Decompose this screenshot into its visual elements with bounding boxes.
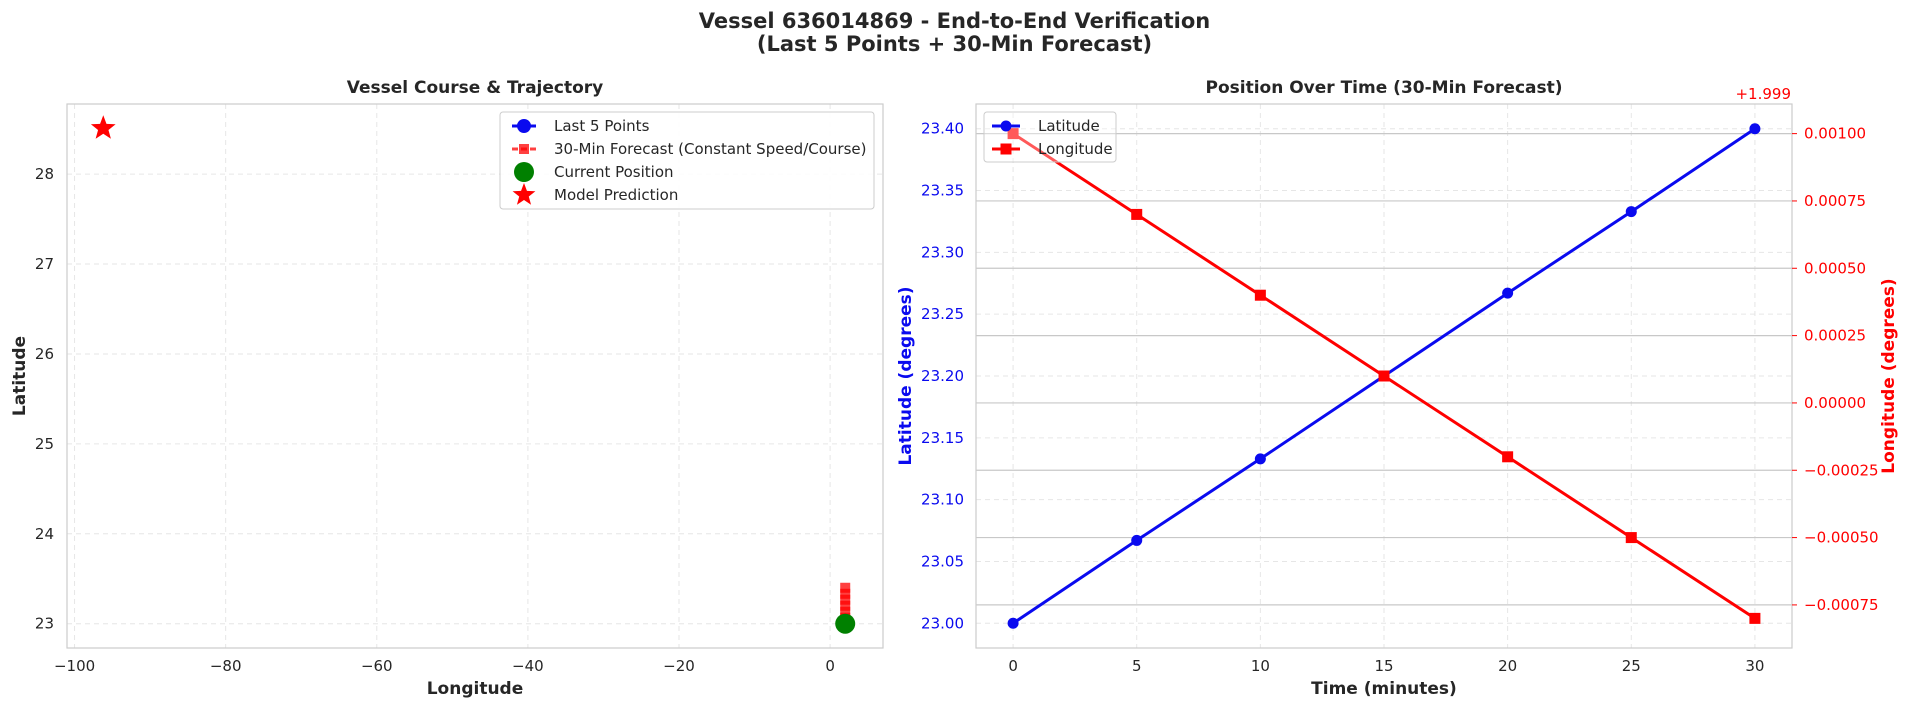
right-x-tick-label: 20 xyxy=(1498,657,1517,675)
forecast-point xyxy=(840,588,851,599)
right-legend-marker-1 xyxy=(1000,143,1012,155)
longitude-point xyxy=(1007,128,1019,140)
right-chart-title: Position Over Time (30-Min Forecast) xyxy=(1205,78,1562,98)
right-y-tick-label: 23.40 xyxy=(921,120,964,138)
right-x-tick-label: 10 xyxy=(1251,657,1270,675)
left-y-axis-label: Latitude xyxy=(10,336,30,416)
latitude-point xyxy=(1502,287,1514,299)
right-y2-tick-label: 0.00100 xyxy=(1804,125,1866,143)
right-y-tick-label: 23.30 xyxy=(921,243,964,261)
legend-label-0: Last 5 Points xyxy=(554,117,650,135)
right-x-tick-label: 0 xyxy=(1008,657,1018,675)
latitude-point xyxy=(1254,453,1266,465)
right-x-axis-label: Time (minutes) xyxy=(1311,679,1457,699)
right-y2-tick-label: −0.00075 xyxy=(1804,596,1879,614)
right-y-tick-label: 23.25 xyxy=(921,305,964,323)
right-x-tick-label: 5 xyxy=(1132,657,1142,675)
model-prediction-point xyxy=(90,115,116,139)
forecast-point xyxy=(840,582,851,593)
longitude-point xyxy=(1502,451,1514,463)
left-y-tick-label: 23 xyxy=(35,615,54,633)
right-y-tick-label: 23.10 xyxy=(921,491,964,509)
right-y2-tick-label: 0.00050 xyxy=(1804,259,1866,277)
legend-label-3: Model Prediction xyxy=(554,186,678,204)
left-plot-frame xyxy=(66,103,884,649)
right-legend-marker-0 xyxy=(1000,120,1012,132)
right-y-tick-label: 23.15 xyxy=(921,429,964,447)
right-y-tick-label: 23.20 xyxy=(921,367,964,385)
right-y-axis-label: Latitude (degrees) xyxy=(896,286,916,465)
legend-label-2: Current Position xyxy=(554,163,674,181)
right-y-tick-label: 23.00 xyxy=(921,614,964,632)
left-y-tick-label: 27 xyxy=(35,255,54,273)
left-x-tick-label: −100 xyxy=(54,657,95,675)
left-y-tick-label: 24 xyxy=(35,525,54,543)
right-legend-label-0: Latitude xyxy=(1038,117,1100,135)
right-y2-tick-label: 0.00000 xyxy=(1804,394,1866,412)
left-x-tick-label: −20 xyxy=(663,657,695,675)
legend-marker-0 xyxy=(517,119,531,133)
longitude-point xyxy=(1749,612,1761,624)
longitude-point xyxy=(1625,532,1637,544)
latitude-point xyxy=(1749,123,1761,135)
right-legend-label-1: Longitude xyxy=(1038,140,1113,158)
right-y-tick-label: 23.05 xyxy=(921,552,964,570)
left-y-tick-label: 26 xyxy=(35,345,54,363)
left-legend-box xyxy=(499,111,875,210)
forecast-point xyxy=(840,600,851,611)
right-y2-tick-label: 0.00025 xyxy=(1804,327,1866,345)
left-x-tick-label: −40 xyxy=(512,657,544,675)
right-x-tick-label: 30 xyxy=(1745,657,1764,675)
latitude-point xyxy=(1625,206,1637,218)
longitude-point xyxy=(1254,289,1266,301)
forecast-point xyxy=(840,594,851,605)
right-y2-tick-label: 0.00075 xyxy=(1804,192,1866,210)
right-y2-tick-label: −0.00025 xyxy=(1804,461,1879,479)
longitude-point xyxy=(1378,370,1390,382)
legend-marker-1 xyxy=(519,144,529,154)
right-y2-offset-label: +1.999 xyxy=(1735,85,1791,103)
left-x-axis-label: Longitude xyxy=(427,679,524,699)
legend-label-1: 30-Min Forecast (Constant Speed/Course) xyxy=(554,140,866,158)
right-y2-tick-label: −0.00050 xyxy=(1804,529,1879,547)
latitude-point xyxy=(1131,534,1143,546)
current-position-point xyxy=(835,613,856,634)
figure-subtitle: (Last 5 Points + 30-Min Forecast) xyxy=(756,32,1153,56)
figure-title: Vessel 636014869 - End-to-End Verificati… xyxy=(698,9,1211,33)
right-plot-frame xyxy=(975,103,1793,649)
right-x-tick-label: 25 xyxy=(1622,657,1641,675)
right-y2-axis-label: Longitude (degrees) xyxy=(1879,278,1899,473)
forecast-point xyxy=(840,606,851,617)
longitude-point xyxy=(1131,208,1143,220)
left-x-tick-label: −80 xyxy=(210,657,242,675)
left-chart-title: Vessel Course & Trajectory xyxy=(347,78,604,98)
left-y-tick-label: 28 xyxy=(35,165,54,183)
left-y-tick-label: 25 xyxy=(35,435,54,453)
left-x-tick-label: 0 xyxy=(825,657,835,675)
right-y-tick-label: 23.35 xyxy=(921,182,964,200)
legend-marker-2 xyxy=(514,162,534,182)
latitude-point xyxy=(1007,617,1019,629)
legend-marker-3 xyxy=(512,183,536,205)
left-x-tick-label: −60 xyxy=(361,657,393,675)
right-x-tick-label: 15 xyxy=(1374,657,1393,675)
